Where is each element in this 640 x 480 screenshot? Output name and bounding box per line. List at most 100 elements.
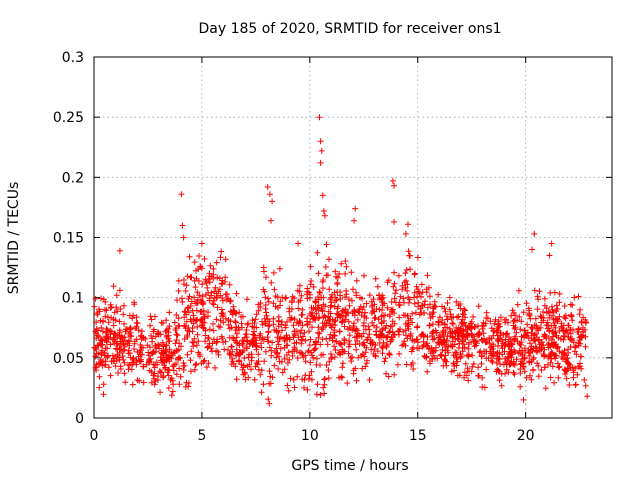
- data-point: [550, 316, 557, 323]
- data-point: [245, 320, 252, 327]
- data-point: [98, 349, 105, 356]
- data-point: [171, 319, 178, 326]
- data-point: [440, 362, 447, 369]
- data-point: [152, 333, 159, 340]
- data-point: [571, 294, 578, 301]
- data-point: [507, 360, 514, 367]
- data-point: [188, 348, 195, 355]
- data-point: [265, 329, 272, 336]
- data-point: [380, 312, 387, 319]
- data-point: [243, 343, 250, 350]
- data-point: [330, 321, 336, 328]
- data-point: [315, 334, 322, 341]
- data-point: [508, 312, 515, 319]
- x-axis-label: GPS time / hours: [291, 458, 408, 474]
- data-point: [380, 294, 387, 301]
- data-point: [345, 350, 352, 357]
- data-point: [394, 361, 401, 368]
- data-point: [158, 319, 165, 326]
- data-point: [133, 323, 140, 330]
- data-point: [191, 294, 198, 301]
- data-point: [386, 313, 393, 320]
- data-point: [346, 337, 353, 344]
- data-point: [232, 327, 239, 334]
- data-point: [331, 354, 338, 361]
- data-point: [382, 325, 389, 332]
- data-point: [421, 301, 428, 308]
- data-point: [447, 342, 454, 349]
- data-point: [459, 320, 466, 327]
- x-tick-label: 10: [301, 428, 319, 444]
- data-point: [409, 310, 416, 317]
- data-point: [159, 350, 166, 357]
- data-point: [332, 347, 339, 353]
- data-point: [282, 322, 289, 329]
- data-point: [220, 311, 227, 318]
- data-point: [333, 338, 340, 345]
- data-point: [392, 290, 399, 297]
- data-point: [506, 334, 512, 341]
- data-point: [518, 339, 525, 346]
- data-point: [265, 295, 272, 302]
- data-point: [473, 340, 480, 347]
- data-point: [313, 338, 320, 345]
- data-point: [129, 381, 136, 388]
- data-point: [205, 360, 212, 367]
- data-point: [176, 340, 183, 347]
- data-point: [403, 277, 410, 284]
- data-point: [270, 315, 277, 322]
- data-point: [560, 327, 566, 334]
- data-point: [520, 309, 527, 316]
- data-point: [104, 327, 111, 334]
- data-point: [166, 309, 173, 316]
- data-point: [412, 309, 419, 316]
- data-point: [321, 376, 328, 382]
- data-point: [520, 332, 527, 339]
- data-point: [304, 321, 311, 328]
- data-point: [197, 317, 204, 324]
- data-point: [436, 333, 443, 339]
- data-point: [228, 351, 234, 358]
- data-point: [535, 362, 542, 369]
- data-point: [342, 306, 349, 313]
- data-point: [443, 313, 450, 320]
- data-point: [465, 377, 472, 384]
- data-point: [495, 367, 502, 374]
- data-point: [136, 357, 143, 364]
- data-point: [173, 371, 180, 378]
- data-point: [158, 349, 165, 356]
- data-point: [541, 352, 548, 359]
- data-point: [323, 362, 330, 369]
- data-point: [242, 331, 249, 338]
- data-point: [116, 332, 122, 339]
- data-point: [279, 369, 286, 376]
- data-point: [174, 332, 181, 339]
- data-point: [396, 350, 403, 357]
- data-point: [339, 360, 346, 367]
- data-point: [530, 366, 537, 373]
- data-point: [213, 259, 220, 266]
- data-point: [484, 339, 490, 345]
- data-point: [409, 319, 416, 326]
- data-point: [544, 325, 551, 332]
- data-point: [201, 357, 208, 364]
- data-point: [217, 254, 224, 261]
- data-point: [556, 348, 563, 355]
- data-point: [384, 279, 391, 286]
- data-point: [554, 343, 561, 350]
- data-point: [416, 345, 422, 352]
- data-point: [266, 344, 273, 351]
- data-point: [558, 323, 565, 330]
- data-point: [356, 306, 363, 313]
- data-point: [306, 328, 312, 335]
- data-point: [385, 373, 392, 380]
- data-point: [219, 335, 226, 342]
- data-point: [294, 319, 300, 326]
- data-point: [108, 314, 115, 321]
- data-point: [493, 353, 500, 360]
- data-point: [275, 329, 282, 336]
- data-point: [100, 318, 107, 325]
- data-point: [204, 344, 211, 351]
- data-point: [525, 335, 532, 341]
- data-point: [259, 321, 266, 328]
